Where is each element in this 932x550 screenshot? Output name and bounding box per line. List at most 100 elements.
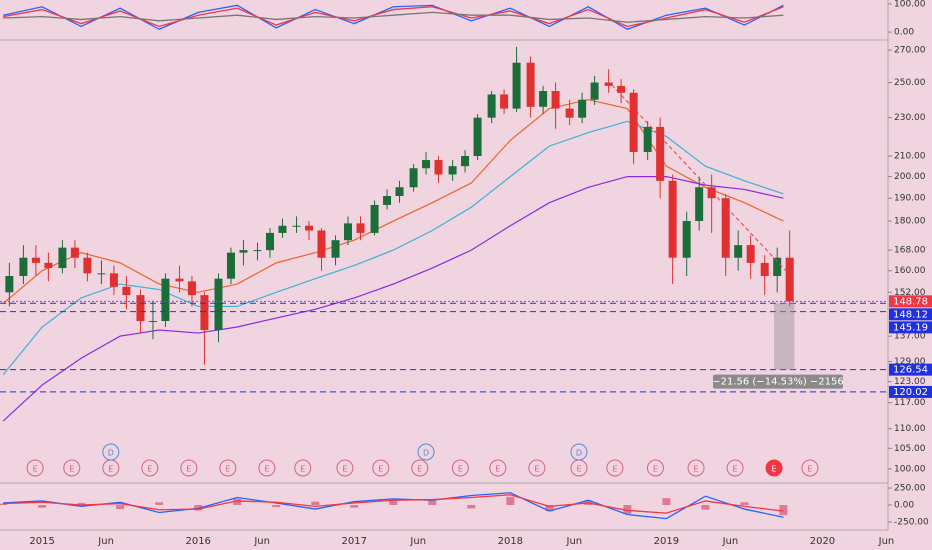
x-tick-label: 2018 <box>498 536 523 547</box>
candle-body <box>448 166 457 175</box>
price-label: 145.19 <box>893 322 928 333</box>
price-label: 148.12 <box>893 309 928 320</box>
event-marker <box>417 443 435 461</box>
candle-body <box>707 187 716 199</box>
candle-body <box>422 160 431 169</box>
event-label: D <box>423 449 429 458</box>
x-tick-label: Jun <box>409 536 426 547</box>
y-tick-label: 100.00 <box>894 0 926 9</box>
measure-label-bg <box>713 374 843 389</box>
oscillator-line <box>3 11 784 23</box>
event-label: D <box>576 449 582 458</box>
candle-body <box>461 156 470 167</box>
histogram-bar <box>233 498 242 505</box>
histogram-bar <box>77 502 86 505</box>
event-marker <box>489 459 507 477</box>
candle-body <box>305 225 314 231</box>
event-marker <box>258 459 276 477</box>
event-marker <box>63 459 81 477</box>
event-marker <box>219 459 237 477</box>
x-tick-label: 2015 <box>29 536 54 547</box>
x-tick-label: Jun <box>97 536 114 547</box>
price-label-bg <box>889 308 932 321</box>
candle-body <box>500 94 509 109</box>
x-tick-label: Jun <box>566 536 583 547</box>
candle-body <box>356 223 365 233</box>
candle-body <box>656 126 665 181</box>
event-label: E <box>186 465 191 474</box>
y-tick-label: 270.00 <box>894 46 926 56</box>
moving-average <box>2 175 784 422</box>
y-tick-label: 230.00 <box>894 113 926 123</box>
candle-body <box>109 273 118 287</box>
candle-body <box>551 91 560 109</box>
y-tick-label: 190.00 <box>894 194 926 204</box>
event-label: E <box>108 465 113 474</box>
event-label: E <box>495 465 500 474</box>
candle-body <box>734 245 743 258</box>
price-label-bg <box>889 385 932 398</box>
event-marker <box>606 459 624 477</box>
histogram-bar <box>38 504 47 508</box>
event-label: D <box>108 449 114 458</box>
candle-body <box>148 321 157 323</box>
candle-body <box>83 257 92 274</box>
candle-body <box>434 160 443 175</box>
event-marker <box>646 459 664 477</box>
candle-body <box>539 91 548 107</box>
event-label: E <box>225 465 230 474</box>
event-marker <box>180 459 198 477</box>
candle-body <box>643 126 652 153</box>
trendline <box>611 84 791 276</box>
y-tick-label: 152.00 <box>894 288 926 298</box>
event-label: E <box>807 465 812 474</box>
candle-body <box>292 225 301 227</box>
y-tick-label: 160.00 <box>894 266 926 276</box>
x-tick-label: Jun <box>722 536 739 547</box>
y-tick-label: 105.00 <box>894 444 926 454</box>
candle-body <box>590 82 599 100</box>
event-label: E <box>576 465 581 474</box>
event-label: E <box>69 465 74 474</box>
price-label: 126.54 <box>893 365 928 376</box>
event-marker <box>570 443 588 461</box>
candle-body <box>265 232 274 251</box>
histogram-bar <box>506 496 515 505</box>
histogram-bar <box>701 504 710 510</box>
event-marker <box>451 459 469 477</box>
moving-average <box>2 99 784 305</box>
event-marker <box>726 459 744 477</box>
y-tick-label: 168.00 <box>894 246 926 256</box>
price-label: 148.78 <box>893 296 928 307</box>
y-tick-label: 200.00 <box>894 172 926 182</box>
y-tick-label: 0.00 <box>894 28 914 38</box>
event-marker <box>26 459 44 477</box>
candle-body <box>565 108 574 118</box>
candle-body <box>473 117 482 157</box>
candle-body <box>58 247 67 269</box>
histogram-bar <box>389 500 398 505</box>
event-label: E <box>733 465 738 474</box>
candle-body <box>578 99 587 118</box>
candle-body <box>344 223 353 241</box>
histogram-bar <box>467 504 476 509</box>
y-tick-label: 137.00 <box>894 332 926 342</box>
event-marker <box>801 459 819 477</box>
x-tick-label: 2020 <box>810 536 835 547</box>
histogram-bar <box>740 502 749 505</box>
measure-box <box>774 303 795 370</box>
x-tick-label: Jun <box>878 536 895 547</box>
event-label: E <box>534 465 539 474</box>
candle-body <box>122 286 131 296</box>
event-marker <box>765 459 783 477</box>
candle-body <box>746 245 755 263</box>
event-marker <box>141 459 159 477</box>
histogram-bar <box>428 499 437 505</box>
candle-body <box>409 168 418 188</box>
histogram-bar <box>0 503 8 505</box>
candle-body <box>226 252 235 279</box>
histogram-bar <box>545 504 554 512</box>
candle-body <box>487 94 496 118</box>
event-label: E <box>772 465 777 474</box>
candle-body <box>97 273 106 275</box>
